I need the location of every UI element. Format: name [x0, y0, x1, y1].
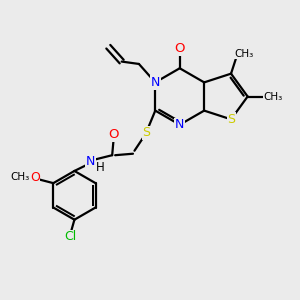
Text: CH₃: CH₃ — [264, 92, 283, 101]
Text: Cl: Cl — [64, 230, 76, 243]
Text: O: O — [30, 171, 40, 184]
Text: N: N — [151, 76, 160, 89]
Text: CH₃: CH₃ — [11, 172, 30, 182]
Text: O: O — [108, 128, 119, 142]
Text: N: N — [175, 118, 184, 131]
Text: N: N — [86, 154, 95, 168]
Text: O: O — [175, 42, 185, 56]
Text: H: H — [96, 161, 105, 174]
Text: S: S — [142, 126, 150, 140]
Text: S: S — [228, 113, 236, 126]
Text: CH₃: CH₃ — [234, 49, 253, 59]
